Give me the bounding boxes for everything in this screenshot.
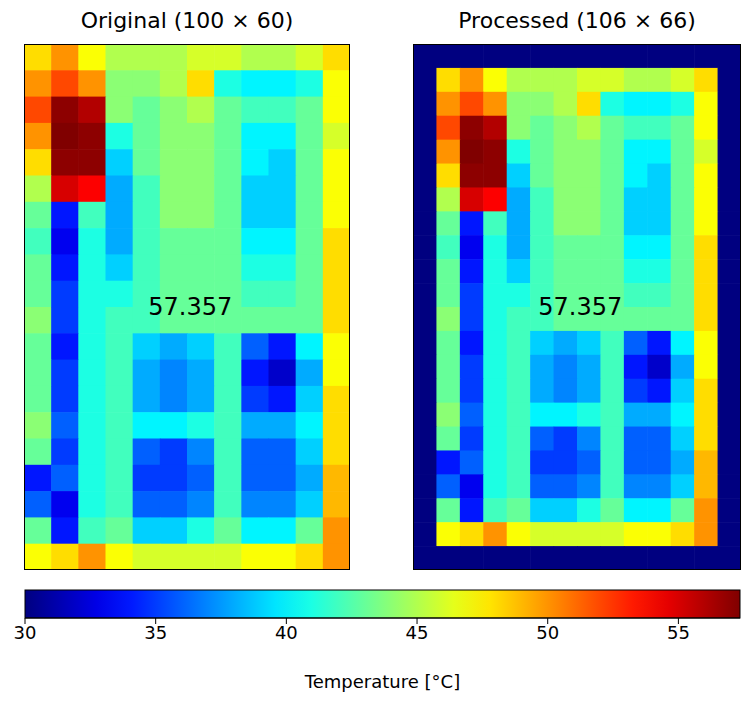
html-text:57.357: 57.357 <box>148 293 233 321</box>
html-text:Original (100 × 60): Original (100 × 60) <box>80 8 294 33</box>
svg-text:35: 35 <box>144 622 167 643</box>
svg-text:55: 55 <box>667 622 690 643</box>
html-text:Processed (106 × 66): Processed (106 × 66) <box>458 8 696 33</box>
svg-text:Temperature [°C]: Temperature [°C] <box>304 671 460 692</box>
svg-text:50: 50 <box>536 622 559 643</box>
html-text:57.357: 57.357 <box>538 293 623 321</box>
svg-text:30: 30 <box>14 622 37 643</box>
svg-text:40: 40 <box>275 622 298 643</box>
svg-text:45: 45 <box>406 622 429 643</box>
